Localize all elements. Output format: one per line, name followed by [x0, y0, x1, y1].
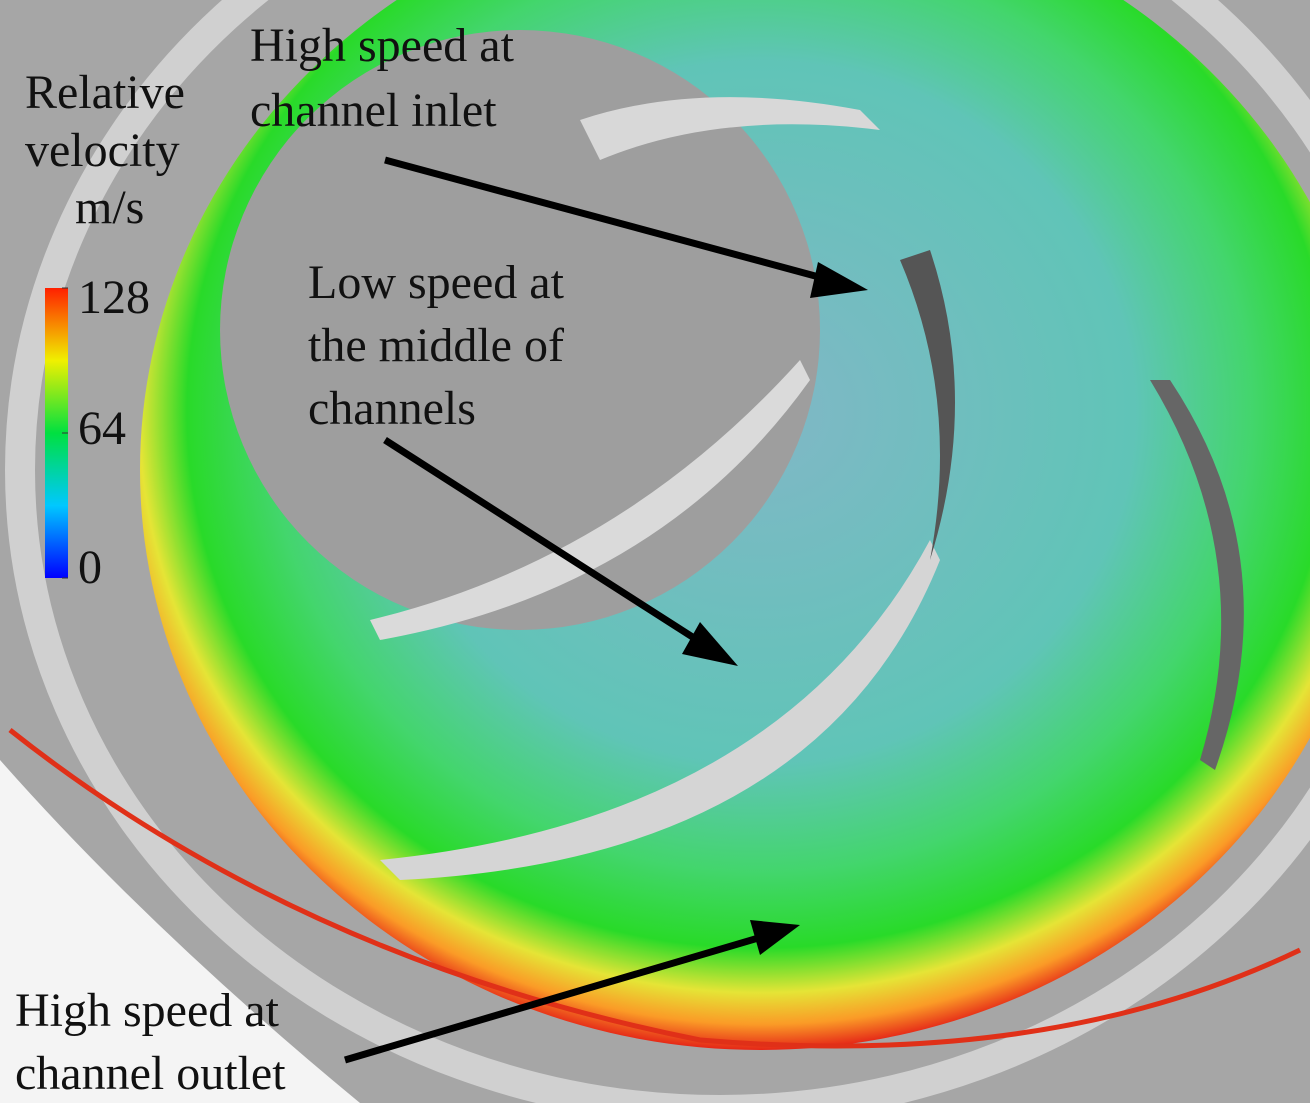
legend-title: velocity: [25, 124, 180, 177]
figure: Relative velocity m/s High speed at chan…: [0, 0, 1310, 1103]
legend-unit: m/s: [75, 181, 144, 234]
annotation: High speed at: [250, 19, 515, 72]
annotation: the middle of: [308, 319, 564, 372]
page: Relative velocity m/s High speed at chan…: [0, 0, 1310, 1103]
annotation: channel outlet: [15, 1047, 286, 1100]
legend-title: Relative: [25, 66, 185, 119]
annotation: channel inlet: [250, 84, 497, 137]
annotation: High speed at: [15, 984, 280, 1037]
colorbar-tick-label: 128: [78, 271, 150, 324]
colorbar-tick-label: 64: [78, 402, 126, 455]
annotation: Low speed at: [308, 256, 565, 309]
colorbar-tick-label: 0: [78, 541, 102, 594]
annotation: channels: [308, 382, 476, 435]
